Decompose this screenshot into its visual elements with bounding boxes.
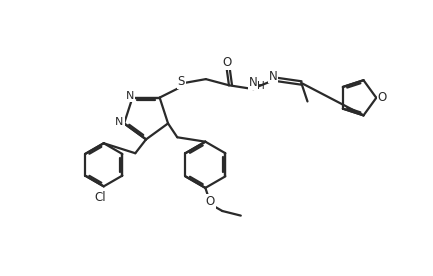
Text: S: S <box>178 75 185 88</box>
Text: N: N <box>126 91 134 101</box>
Text: O: O <box>223 56 232 69</box>
Text: O: O <box>205 195 215 208</box>
Text: N: N <box>115 117 124 127</box>
Text: Cl: Cl <box>95 191 107 204</box>
Text: O: O <box>378 91 387 104</box>
Text: H: H <box>258 81 265 91</box>
Text: N: N <box>268 70 277 83</box>
Text: N: N <box>249 76 258 89</box>
